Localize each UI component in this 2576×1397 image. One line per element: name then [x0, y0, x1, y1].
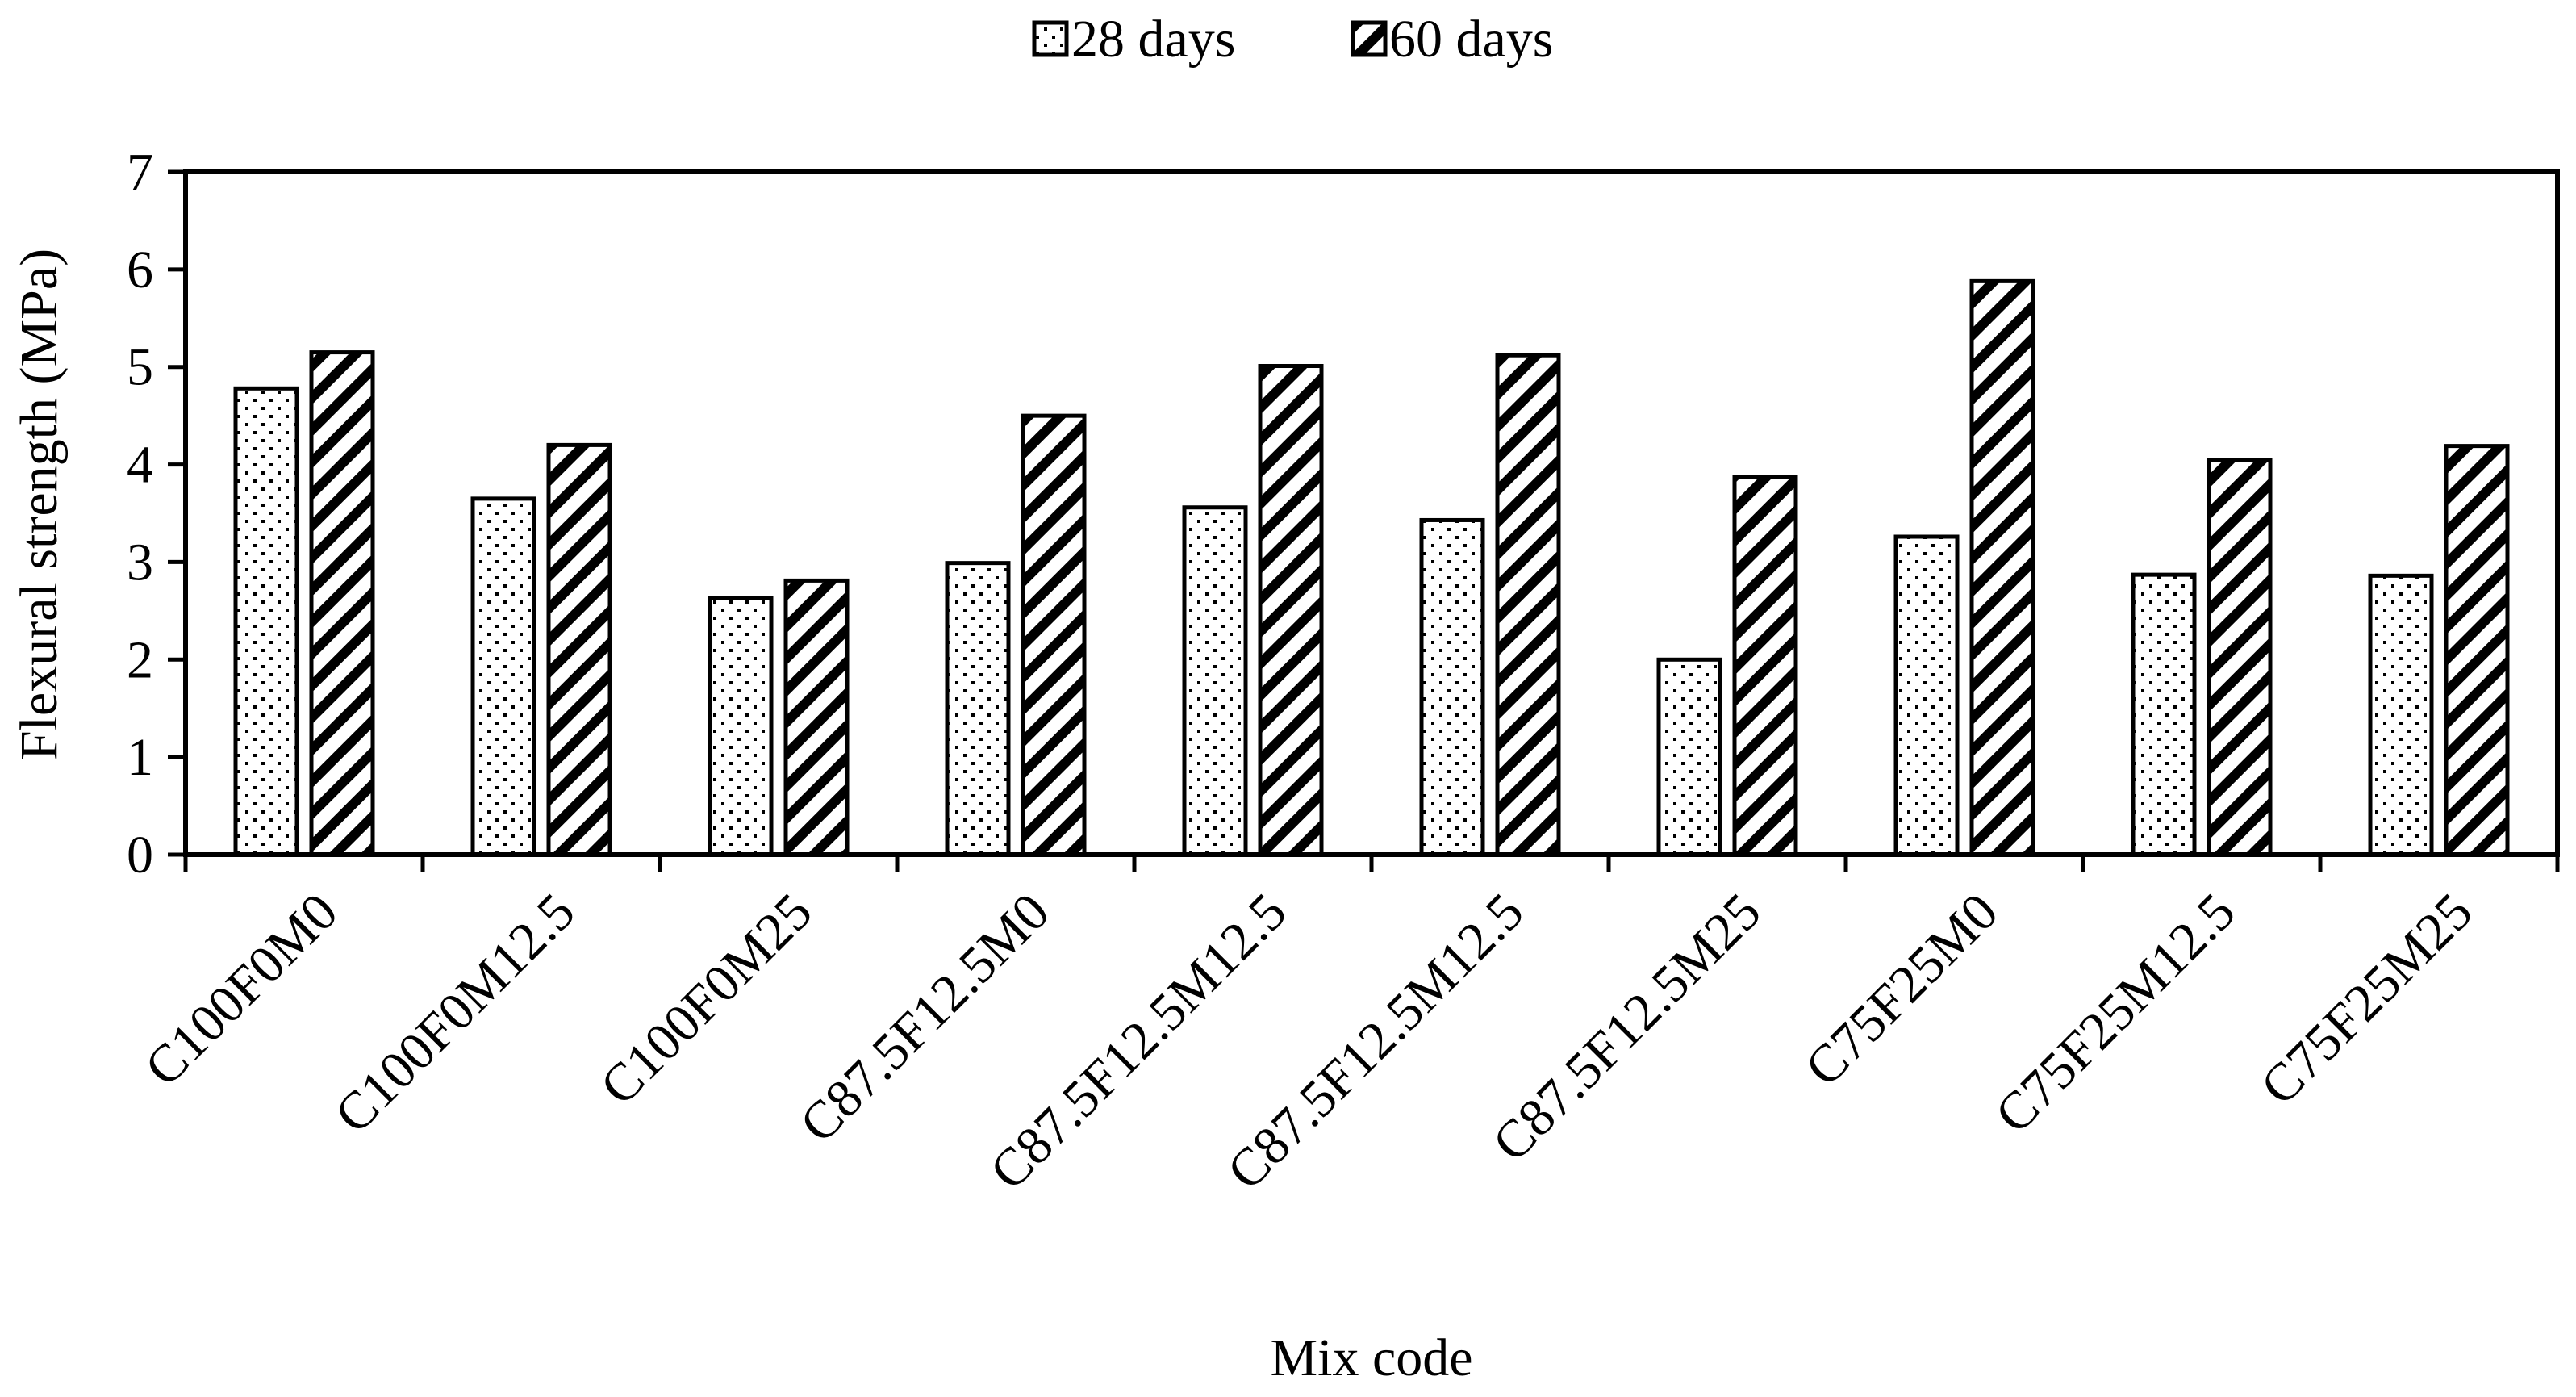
- bar-28-days-7: [1656, 657, 1722, 857]
- bar-28-days-3: [708, 596, 774, 857]
- y-tick-label: 4: [127, 436, 153, 495]
- category-label: C87.5F12.5M0: [789, 882, 1061, 1154]
- bar-60-days-10: [2444, 444, 2510, 857]
- legend-label-28-days: 28 days: [1071, 10, 1235, 69]
- y-tick-label: 2: [127, 630, 153, 689]
- bar-60-days-8: [1969, 278, 2035, 857]
- category-label: C75F25M0: [1794, 882, 2010, 1098]
- y-tick-label: 6: [127, 241, 153, 299]
- bar-60-days-6: [1495, 353, 1561, 857]
- x-axis-title: Mix code: [1270, 1328, 1472, 1387]
- category-label: C100F0M0: [134, 882, 349, 1098]
- y-tick-label: 7: [127, 143, 153, 202]
- plot-frame: [183, 169, 2560, 857]
- bar-28-days-10: [2368, 573, 2434, 857]
- bar-28-days-1: [233, 386, 299, 857]
- category-label: C75F25M12.5: [1984, 882, 2246, 1144]
- bar-60-days-3: [783, 578, 850, 857]
- bar-28-days-9: [2131, 572, 2197, 857]
- legend-swatch-60-days: [1351, 20, 1388, 57]
- y-tick-label: 3: [127, 533, 153, 592]
- legend-label-60-days: 60 days: [1389, 10, 1553, 69]
- legend-swatch-28-days: [1032, 20, 1069, 57]
- category-label: C100F0M25: [589, 882, 823, 1116]
- x-axis-ticks: [183, 855, 2560, 872]
- category-label: C100F0M12.5: [324, 882, 586, 1144]
- bar-60-days-7: [1732, 475, 1798, 857]
- bar-60-days-2: [546, 442, 612, 857]
- bars: [233, 278, 2510, 857]
- y-tick-label: 1: [127, 728, 153, 787]
- bar-60-days-1: [309, 350, 375, 857]
- y-tick-label: 0: [127, 826, 153, 885]
- bar-60-days-5: [1258, 364, 1324, 857]
- legend: 28 days 60 days: [1032, 10, 1553, 69]
- bar-60-days-4: [1021, 413, 1087, 857]
- bar-28-days-6: [1419, 517, 1485, 857]
- bar-28-days-4: [945, 561, 1011, 857]
- bar-28-days-8: [1893, 534, 1960, 857]
- category-label: C75F25M25: [2249, 882, 2483, 1116]
- y-axis-ticks: 0 1 2 3 4 5 6 7: [127, 143, 186, 885]
- y-axis-title: Flexural strength (MPa): [10, 249, 69, 760]
- bar-28-days-2: [470, 496, 536, 857]
- bar-28-days-5: [1182, 505, 1248, 857]
- y-tick-label: 5: [127, 338, 153, 397]
- bar-60-days-9: [2207, 458, 2273, 857]
